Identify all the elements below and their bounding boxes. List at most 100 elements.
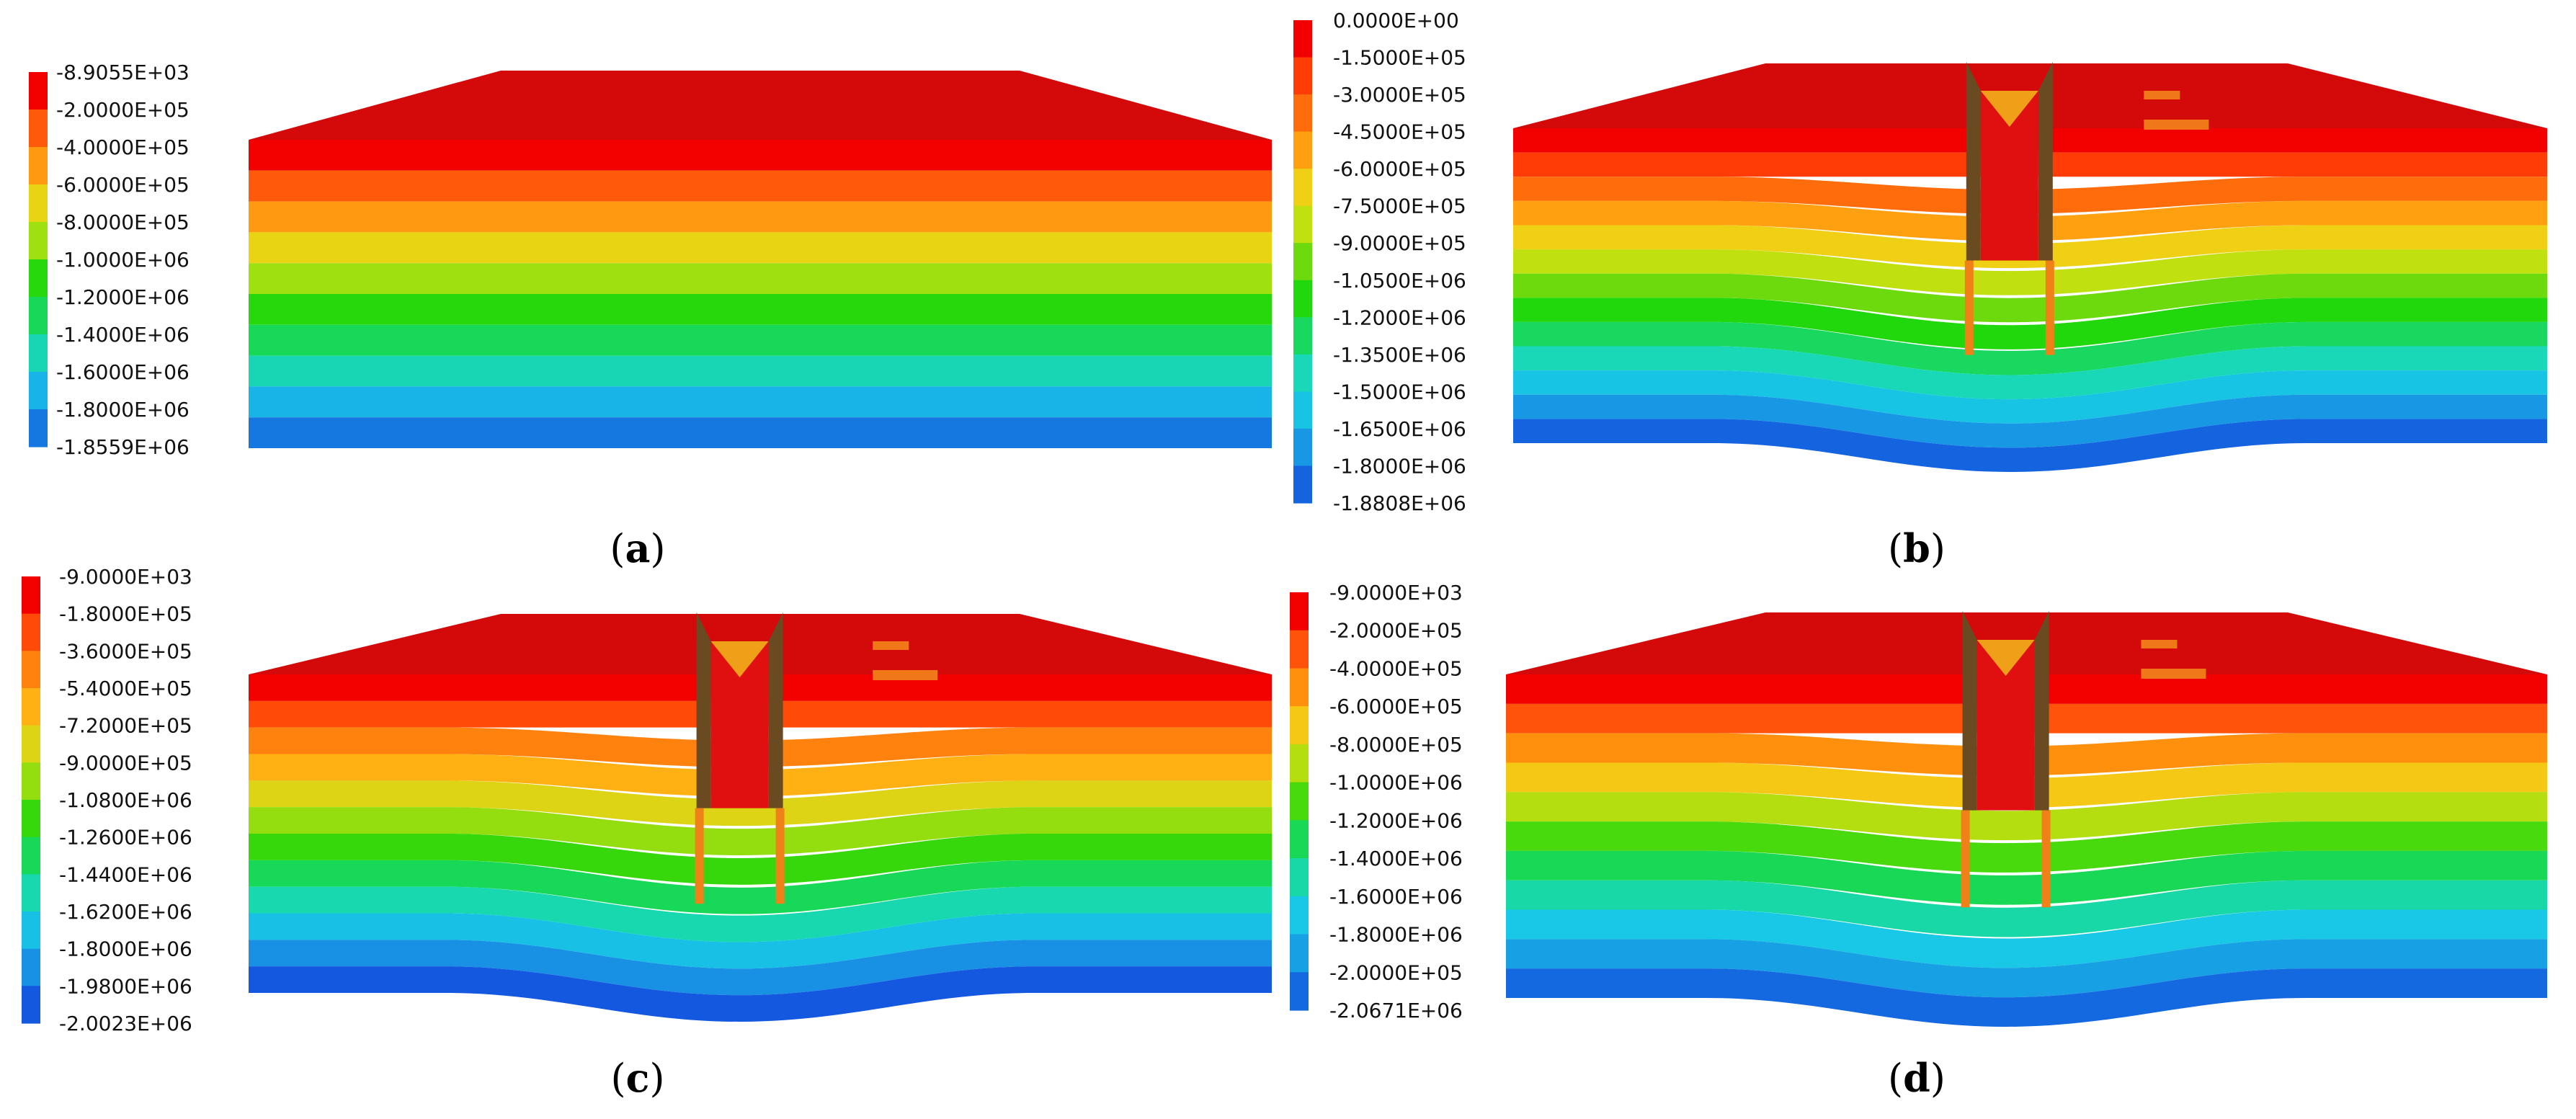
pit-wall-right xyxy=(768,612,783,808)
soil-layer-band xyxy=(1506,909,2547,968)
legend-swatch xyxy=(29,72,48,110)
legend-label: -2.0000E+05 xyxy=(56,98,190,122)
legend-label: -1.4400E+06 xyxy=(59,862,192,886)
legend-label: -1.9800E+06 xyxy=(59,974,192,998)
legend-label: -7.5000E+05 xyxy=(1333,195,1466,218)
legend-label: 0.0000E+00 xyxy=(1333,9,1459,32)
legend-c: -9.0000E+03 -1.8000E+05 -3.6000E+05 -5.4000… xyxy=(22,565,192,1035)
legend-label: -1.8000E+06 xyxy=(59,937,192,961)
legend-swatch xyxy=(1290,858,1309,897)
legend-swatch xyxy=(1290,744,1309,783)
surface-load xyxy=(873,641,909,650)
legend-label: -1.2000E+06 xyxy=(1333,306,1466,329)
legend-label: -1.0500E+06 xyxy=(1333,269,1466,293)
soil-layer-band xyxy=(249,324,1272,356)
legend-swatch xyxy=(1293,20,1312,58)
surface-load xyxy=(2141,640,2178,648)
legend-label: -1.5000E+05 xyxy=(1333,46,1466,70)
pit-wall-right xyxy=(2038,62,2053,261)
soil-layer-band xyxy=(1513,370,2547,424)
legend-label: -2.0000E+05 xyxy=(1329,619,1463,643)
legend-swatch xyxy=(22,725,40,763)
legend-label: -1.6000E+06 xyxy=(56,360,190,384)
legend-label: -8.9055E+03 xyxy=(56,61,190,84)
legend-label: -1.6200E+06 xyxy=(59,900,192,924)
legend-label: -1.8808E+06 xyxy=(1333,491,1466,515)
legend-label: -1.8000E+06 xyxy=(1329,923,1463,947)
soil-layer-band xyxy=(249,834,1272,885)
soil-layer-band xyxy=(1513,346,2547,400)
soil-layer-band xyxy=(249,355,1272,387)
legend-label: -1.0000E+06 xyxy=(56,248,190,272)
legend-swatch xyxy=(29,184,48,223)
legend-swatch xyxy=(1293,205,1312,244)
soil-layer-band xyxy=(1513,419,2547,472)
legend-swatch xyxy=(1293,131,1312,169)
legend-swatch xyxy=(1290,972,1309,1011)
legend-swatch xyxy=(1290,592,1309,631)
soil-layer-band xyxy=(249,417,1272,448)
model-a xyxy=(249,71,1272,448)
soil-layer-band xyxy=(1513,298,2547,349)
model-top-face xyxy=(249,71,1272,140)
legend-swatch xyxy=(1290,782,1309,821)
panel-c: -9.0000E+03 -1.8000E+05 -3.6000E+05 -5.4000… xyxy=(22,565,1272,1101)
pit-wall-left xyxy=(1962,611,1977,811)
soil-layer-band xyxy=(1506,850,2547,905)
legend-swatch xyxy=(1293,94,1312,133)
legend-swatch xyxy=(1290,896,1309,935)
pile-left xyxy=(1964,260,1974,355)
legend-d: -9.0000E+03 -2.0000E+05 -4.0000E+05 -6.0000… xyxy=(1290,581,1463,1022)
legend-label: -1.8559E+06 xyxy=(56,435,190,459)
soil-layer-band xyxy=(1513,321,2547,375)
pit-wall-left xyxy=(1966,62,1981,261)
legend-swatch xyxy=(29,147,48,185)
legend-swatch xyxy=(1290,934,1309,973)
model-d xyxy=(1506,611,2547,1027)
legend-swatch xyxy=(1293,243,1312,281)
legend-label: -4.5000E+05 xyxy=(1333,120,1466,144)
caption-a: (a) xyxy=(610,525,665,571)
surface-load xyxy=(2141,669,2206,679)
legend-swatch xyxy=(1290,630,1309,669)
legend-label: -4.0000E+05 xyxy=(1329,657,1463,681)
legend-label: -1.6500E+06 xyxy=(1333,417,1466,441)
legend-label: -3.6000E+05 xyxy=(59,639,192,663)
pile-right xyxy=(775,808,785,904)
legend-label: -6.0000E+05 xyxy=(1329,695,1463,718)
legend-label: -8.0000E+05 xyxy=(1329,733,1463,757)
legend-label: -9.0000E+03 xyxy=(59,565,192,589)
model-c xyxy=(249,612,1272,1022)
soil-layer-band xyxy=(249,201,1272,233)
legend-label: -4.0000E+05 xyxy=(56,135,190,159)
soil-layer-band xyxy=(1506,792,2547,841)
pit-floor-highlight xyxy=(1976,640,2035,676)
soil-layer-band xyxy=(249,913,1272,969)
legend-swatch xyxy=(22,800,40,838)
legend-swatch xyxy=(29,334,48,373)
legend-label: -1.4000E+06 xyxy=(56,323,190,347)
pit-floor-highlight xyxy=(710,641,769,677)
legend-swatch xyxy=(22,986,40,1024)
panel-d: -9.0000E+03 -2.0000E+05 -4.0000E+05 -6.0000… xyxy=(1290,581,2547,1101)
legend-label: -1.4000E+06 xyxy=(1329,847,1463,870)
legend-label: -1.8000E+06 xyxy=(56,398,190,422)
soil-layer-band xyxy=(249,140,1272,171)
soil-layer-band xyxy=(1506,880,2547,937)
legend-label: -1.0800E+06 xyxy=(59,788,192,812)
caption-b: (b) xyxy=(1888,525,1946,571)
soil-layer-band xyxy=(1513,394,2547,448)
legend-swatch xyxy=(1293,428,1312,466)
legend-label: -1.5000E+06 xyxy=(1333,380,1466,404)
legend-label: -1.3500E+06 xyxy=(1333,343,1466,367)
surface-load xyxy=(2144,120,2209,130)
legend-swatch xyxy=(29,110,48,148)
legend-label: -6.0000E+05 xyxy=(1333,157,1466,181)
legend-label: -2.0000E+05 xyxy=(1329,960,1463,984)
legend-label: -1.0000E+06 xyxy=(1329,771,1463,795)
soil-layer-band xyxy=(1506,968,2547,1027)
legend-swatch xyxy=(1290,820,1309,859)
legend-label: -9.0000E+03 xyxy=(1329,581,1463,605)
soil-layer-band xyxy=(249,940,1272,996)
